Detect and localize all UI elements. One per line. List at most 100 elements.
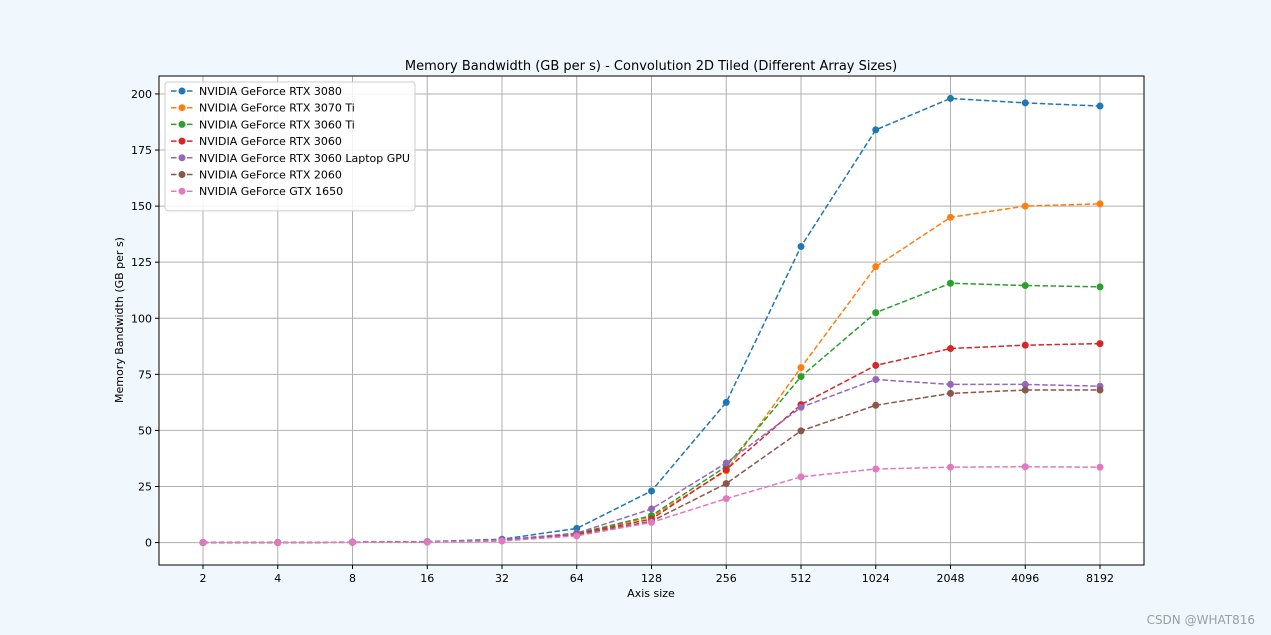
x-tick-label: 8192 bbox=[1086, 572, 1114, 585]
data-point bbox=[722, 466, 730, 474]
x-tick-label: 4096 bbox=[1011, 572, 1039, 585]
data-point bbox=[1021, 341, 1029, 349]
data-point bbox=[423, 538, 431, 546]
legend-box bbox=[164, 81, 416, 212]
data-point bbox=[1096, 386, 1104, 394]
x-tick-label: 16 bbox=[420, 572, 434, 585]
x-tick-label: 32 bbox=[495, 572, 509, 585]
data-point bbox=[872, 401, 880, 409]
chart-title: Memory Bandwidth (GB per s) - Convolutio… bbox=[405, 59, 897, 74]
data-point bbox=[797, 373, 805, 381]
y-axis-ticks: 0 25 50 75 100 125 150 175 200 bbox=[131, 88, 159, 550]
data-point bbox=[1021, 202, 1029, 210]
data-point bbox=[722, 480, 730, 488]
data-point bbox=[1021, 386, 1029, 394]
x-tick-label: 2048 bbox=[937, 572, 965, 585]
y-tick-label: 75 bbox=[138, 368, 152, 381]
data-point bbox=[1021, 463, 1029, 471]
data-point bbox=[947, 345, 954, 353]
legend-item: NVIDIA GeForce RTX 3060 Ti bbox=[171, 118, 355, 131]
legend-swatch-marker bbox=[178, 104, 186, 112]
data-point bbox=[648, 518, 655, 526]
legend-item: NVIDIA GeForce RTX 3080 bbox=[171, 85, 342, 98]
x-tick-label: 128 bbox=[641, 572, 662, 585]
data-point bbox=[648, 487, 655, 495]
legend-item: NVIDIA GeForce RTX 3070 Ti bbox=[171, 102, 355, 115]
legend-label: NVIDIA GeForce RTX 3060 Laptop GPU bbox=[199, 152, 410, 165]
x-axis-ticks: 2 4 8 16 32 64 128 256 512 1024 2048 4096 8192 bbox=[200, 565, 1114, 585]
legend-item: NVIDIA GeForce RTX 2060 bbox=[171, 169, 342, 182]
data-point bbox=[498, 537, 506, 545]
y-tick-label: 50 bbox=[138, 424, 152, 437]
data-point bbox=[947, 279, 954, 287]
x-tick-label: 256 bbox=[716, 572, 737, 585]
y-tick-label: 125 bbox=[131, 256, 152, 269]
legend-label: NVIDIA GeForce RTX 2060 bbox=[199, 169, 342, 182]
data-point bbox=[797, 364, 805, 372]
data-point bbox=[872, 465, 880, 473]
data-point bbox=[274, 539, 282, 547]
legend: NVIDIA GeForce RTX 3080 NVIDIA GeForce RT… bbox=[164, 81, 416, 212]
y-tick-label: 100 bbox=[131, 312, 152, 325]
y-tick-label: 175 bbox=[131, 144, 152, 157]
legend-label: NVIDIA GeForce GTX 1650 bbox=[199, 185, 343, 198]
data-point bbox=[872, 361, 880, 369]
x-tick-label: 1024 bbox=[862, 572, 890, 585]
data-point bbox=[1096, 340, 1104, 348]
data-point bbox=[722, 459, 730, 467]
data-point bbox=[947, 213, 954, 221]
y-tick-label: 200 bbox=[131, 88, 152, 101]
data-point bbox=[722, 398, 730, 406]
data-point bbox=[1021, 99, 1029, 107]
legend-swatch-marker bbox=[178, 187, 186, 195]
watermark: CSDN @WHAT816 bbox=[1146, 613, 1255, 627]
data-point bbox=[797, 473, 805, 481]
data-point bbox=[947, 463, 954, 471]
legend-swatch-marker bbox=[178, 137, 186, 145]
legend-swatch-marker bbox=[178, 120, 186, 128]
legend-item: NVIDIA GeForce RTX 3060 bbox=[171, 135, 342, 148]
data-point bbox=[947, 94, 954, 102]
data-point bbox=[872, 375, 880, 383]
data-point bbox=[947, 380, 954, 388]
legend-label: NVIDIA GeForce RTX 3080 bbox=[199, 85, 342, 98]
y-tick-label: 25 bbox=[138, 480, 152, 493]
data-point bbox=[872, 309, 880, 317]
x-tick-label: 64 bbox=[570, 572, 584, 585]
legend-swatch-marker bbox=[178, 171, 186, 178]
data-point bbox=[1096, 283, 1104, 291]
y-tick-label: 150 bbox=[131, 200, 152, 213]
x-tick-label: 2 bbox=[200, 572, 207, 585]
data-point bbox=[1096, 463, 1104, 471]
y-tick-label: 0 bbox=[145, 537, 152, 550]
data-point bbox=[648, 505, 655, 513]
data-point bbox=[722, 495, 730, 503]
x-tick-label: 4 bbox=[274, 572, 281, 585]
x-axis-label: Axis size bbox=[627, 587, 675, 600]
data-point bbox=[199, 539, 207, 547]
legend-item: NVIDIA GeForce GTX 1650 bbox=[171, 185, 343, 198]
legend-label: NVIDIA GeForce RTX 3060 Ti bbox=[199, 118, 355, 131]
data-point bbox=[1096, 200, 1104, 208]
data-point bbox=[872, 263, 880, 271]
data-point bbox=[872, 126, 880, 134]
data-point bbox=[1096, 102, 1104, 110]
data-point bbox=[573, 532, 581, 540]
data-point bbox=[947, 389, 954, 397]
series-layer bbox=[199, 94, 1104, 547]
data-point bbox=[797, 427, 805, 435]
x-tick-label: 8 bbox=[349, 572, 356, 585]
legend-item: NVIDIA GeForce RTX 3060 Laptop GPU bbox=[171, 152, 410, 165]
y-axis-label: Memory Bandwidth (GB per s) bbox=[113, 237, 126, 403]
data-point bbox=[797, 242, 805, 250]
data-point bbox=[797, 403, 805, 411]
data-point bbox=[349, 538, 356, 546]
data-point bbox=[1021, 282, 1029, 290]
legend-label: NVIDIA GeForce RTX 3070 Ti bbox=[199, 102, 355, 115]
legend-swatch-marker bbox=[178, 87, 186, 95]
data-point bbox=[1021, 380, 1029, 388]
x-tick-label: 512 bbox=[791, 572, 812, 585]
series-7 bbox=[199, 463, 1104, 547]
legend-swatch-marker bbox=[178, 154, 186, 162]
